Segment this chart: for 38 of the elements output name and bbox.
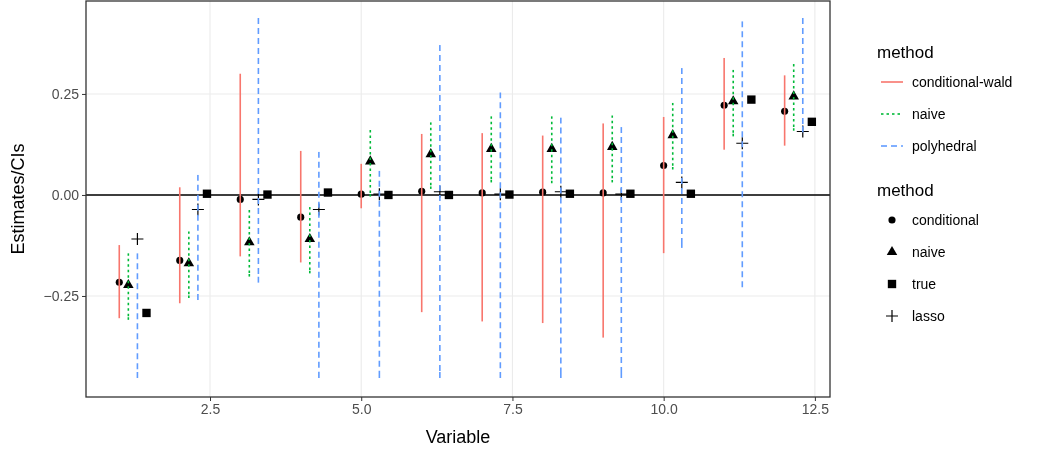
point	[686, 189, 696, 198]
point	[565, 189, 575, 198]
legend-label: lasso	[912, 308, 945, 324]
point	[384, 190, 393, 200]
point	[202, 189, 212, 198]
point	[323, 188, 333, 197]
point	[626, 189, 635, 198]
y-tick-label: −0.25	[43, 287, 80, 304]
x-tick-label: 10.0	[650, 400, 678, 417]
legend-label: true	[912, 276, 937, 292]
point	[747, 95, 756, 104]
point	[807, 117, 817, 126]
point	[554, 185, 568, 199]
legend-title: method	[877, 43, 934, 62]
x-tick-label: 2.5	[200, 400, 221, 417]
text: method	[877, 181, 934, 200]
legend-label: conditional-wald	[912, 74, 1013, 90]
x-tick-label: 5.0	[351, 400, 372, 417]
point	[444, 190, 454, 200]
point	[130, 232, 145, 246]
point	[251, 192, 265, 206]
y-tick-label: 0.00	[51, 186, 80, 203]
legend-label: polyhedral	[912, 138, 977, 154]
point	[372, 187, 386, 201]
point	[493, 187, 507, 201]
legend-label: naive	[912, 244, 946, 260]
point	[142, 308, 151, 318]
x-tick-label: 7.5	[503, 400, 523, 417]
y-axis-title: Estimates/CIs	[8, 143, 28, 255]
x-tick-label: 12.5	[801, 400, 830, 417]
x-axis-title: Variable	[425, 427, 491, 447]
legend-label: conditional	[912, 212, 979, 228]
point	[263, 190, 272, 199]
legend-label: naive	[912, 106, 946, 122]
point	[505, 190, 514, 199]
point	[735, 136, 749, 150]
point	[675, 175, 689, 190]
y-tick-label: 0.25	[51, 85, 80, 102]
